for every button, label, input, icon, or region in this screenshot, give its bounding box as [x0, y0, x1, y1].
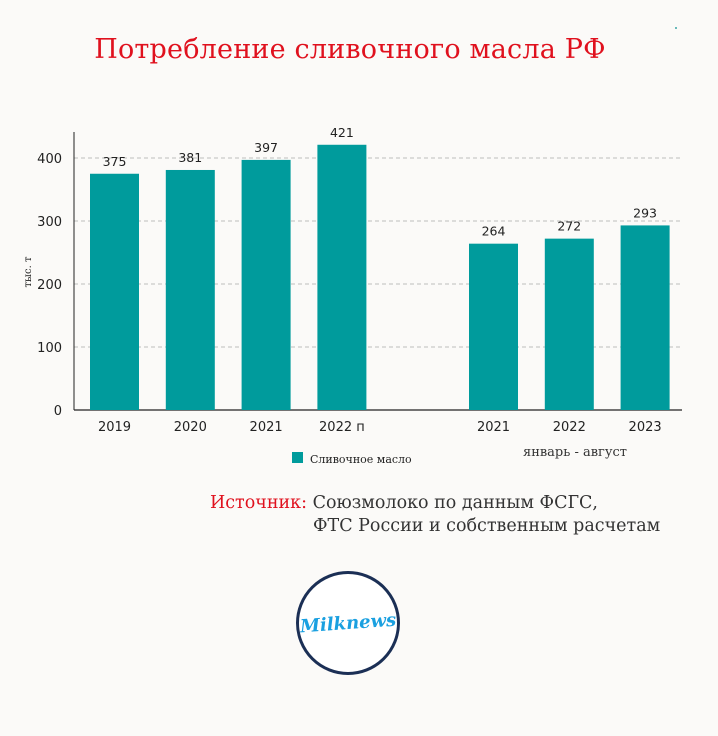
- bar: [317, 144, 367, 410]
- x-tick-label: 2022 п: [319, 420, 365, 435]
- bar: [241, 159, 291, 410]
- x-tick-label: 2023: [629, 420, 662, 435]
- x-tick-label: 2021: [250, 420, 283, 435]
- y-tick-label: 100: [37, 341, 62, 356]
- data-label: 421: [330, 125, 354, 140]
- decorative-dot: [675, 27, 677, 29]
- bar: [165, 169, 215, 410]
- data-label: 264: [482, 224, 506, 239]
- bar: [544, 238, 594, 410]
- source-note: Источник: Союзмолоко по данным ФСГС, ФТС…: [210, 492, 660, 538]
- legend-swatch: [292, 452, 303, 463]
- data-label: 272: [557, 219, 581, 234]
- x-tick-label: 2019: [98, 420, 131, 435]
- x-tick-label: 2020: [174, 420, 207, 435]
- y-tick-label: 300: [37, 215, 62, 230]
- y-tick-label: 0: [54, 404, 62, 419]
- y-tick-label: 200: [37, 278, 62, 293]
- bar: [620, 225, 670, 410]
- x-tick-label: 2021: [477, 420, 510, 435]
- legend-label: Сливочное масло: [310, 453, 412, 466]
- y-tick-label: 400: [37, 152, 62, 167]
- data-label: 375: [103, 154, 127, 169]
- source-line-1: Союзмолоко по данным ФСГС,: [312, 493, 598, 513]
- data-label: 397: [254, 140, 278, 155]
- chart-title: Потребление сливочного масла РФ: [94, 34, 606, 65]
- x-tick-label: 2022: [553, 420, 586, 435]
- source-line-2: ФТС России и собственным расчетам: [313, 516, 661, 536]
- data-label: 381: [178, 150, 202, 165]
- milknews-logo: Milknews: [296, 571, 400, 675]
- group-annotation: январь - август: [523, 445, 627, 460]
- source-label: Источник:: [210, 493, 308, 513]
- bar-chart: 0 100 200 300 400 тыс. т 375 2019 381 2020 397 2021…: [23, 125, 682, 466]
- bar: [90, 173, 139, 410]
- logo-text: Milknews: [299, 609, 397, 637]
- data-label: 293: [633, 205, 657, 220]
- bar: [469, 243, 518, 410]
- y-axis-title: тыс. т: [23, 256, 34, 287]
